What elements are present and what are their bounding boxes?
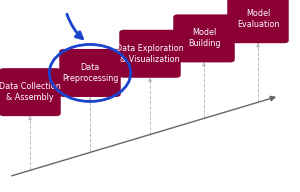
FancyBboxPatch shape — [173, 14, 235, 62]
Text: Data Exploration
& Visualization: Data Exploration & Visualization — [116, 44, 184, 64]
FancyBboxPatch shape — [119, 30, 181, 78]
Text: Data
Preprocessing: Data Preprocessing — [62, 63, 118, 83]
Text: Data Collection
& Assembly: Data Collection & Assembly — [0, 82, 61, 102]
FancyBboxPatch shape — [227, 0, 289, 43]
FancyBboxPatch shape — [59, 49, 121, 97]
FancyBboxPatch shape — [0, 68, 61, 116]
Text: Model
Building: Model Building — [188, 28, 220, 48]
Text: Model
Evaluation: Model Evaluation — [237, 9, 279, 29]
